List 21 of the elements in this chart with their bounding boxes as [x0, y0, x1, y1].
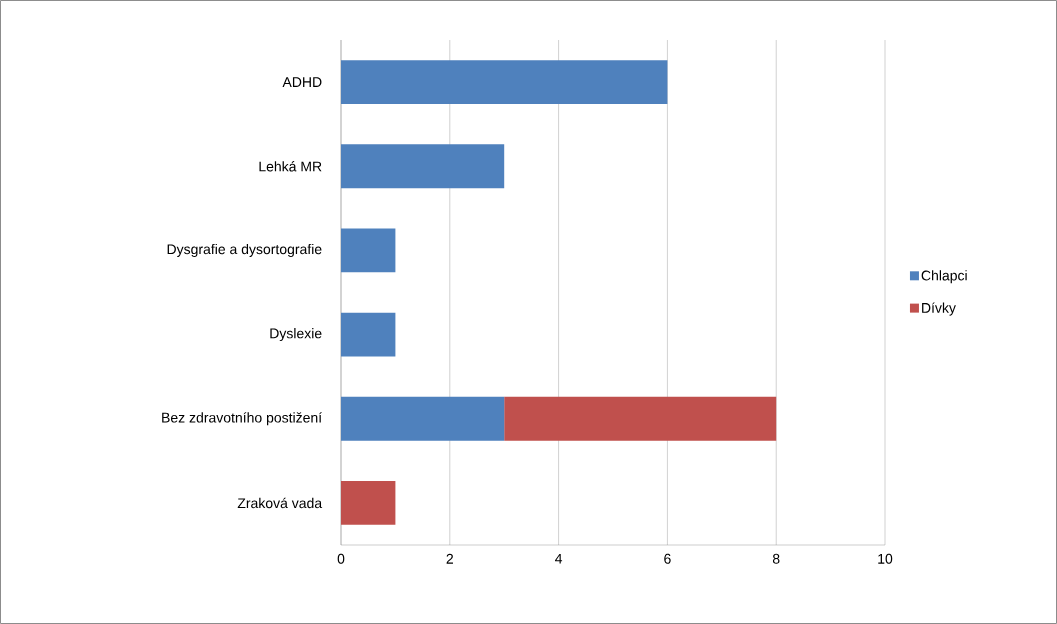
bar	[341, 312, 396, 357]
y-tick-label: ADHD	[282, 77, 322, 87]
bar	[341, 60, 668, 104]
bar	[341, 481, 396, 525]
bar	[341, 144, 505, 189]
legend-label: Dívky	[922, 302, 956, 316]
y-tick-label: Lehká MR	[259, 161, 322, 172]
legend-label: Chlapci	[921, 270, 967, 284]
bar	[341, 228, 396, 273]
x-tick-label: 6	[664, 553, 671, 564]
bar	[341, 396, 505, 441]
y-tick-label: Bez zdravotního postižení	[162, 412, 323, 426]
x-tick-label: 4	[555, 553, 563, 564]
y-tick-label: Zraková vada	[237, 497, 323, 509]
bar	[504, 396, 777, 441]
x-tick-label: 8	[772, 553, 780, 564]
y-tick-label: Dysgrafie a dysortografie	[167, 243, 322, 257]
x-tick-label: 10	[878, 553, 893, 564]
y-tick-label: Dyslexie	[270, 328, 322, 342]
x-tick-label: 2	[446, 553, 453, 564]
x-tick-label: 0	[337, 553, 345, 564]
